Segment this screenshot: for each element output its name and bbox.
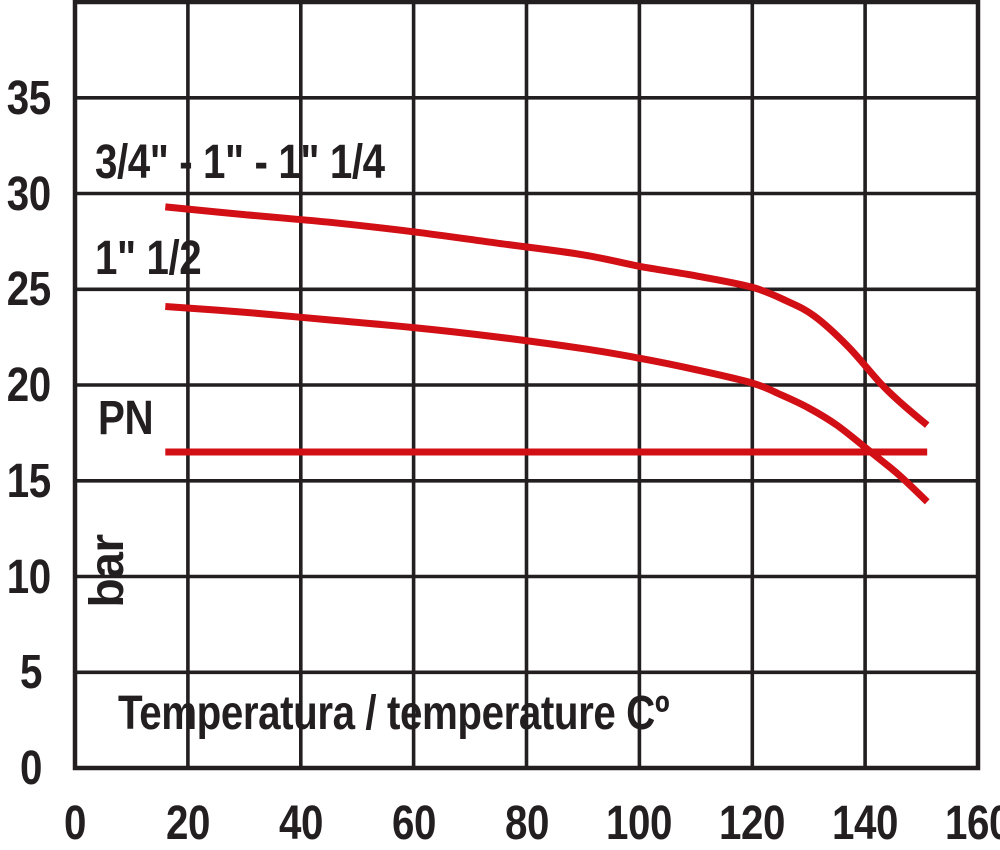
y-tick-label-15: 15 <box>6 455 51 508</box>
x-tick-label-120: 120 <box>718 797 786 850</box>
series-line-size-1-1-2 <box>165 302 930 505</box>
y-tick-label-0: 0 <box>19 742 42 795</box>
x-tick-label-40: 40 <box>278 797 323 850</box>
y-tick-label-25: 25 <box>6 263 51 316</box>
y-tick-label-20: 20 <box>6 359 51 412</box>
x-tick-label-160: 160 <box>944 797 1000 850</box>
y-tick-label-5: 5 <box>19 646 42 699</box>
x-tick-label-0: 0 <box>63 797 86 850</box>
y-tick-label-10: 10 <box>6 551 51 604</box>
plot-border <box>72 0 981 771</box>
x-axis-label: Temperatura / temperature Cº <box>118 687 670 740</box>
y-axis-label: bar <box>81 534 134 608</box>
pn-label: PN <box>98 392 154 445</box>
x-tick-label-100: 100 <box>605 797 673 850</box>
y-tick-label-35: 35 <box>6 72 51 125</box>
x-tick-label-20: 20 <box>165 797 210 850</box>
series-label-1-1-2: 1" 1/2 <box>95 232 202 285</box>
series-label-3-4-1-1-1-4: 3/4" - 1" - 1" 1/4 <box>95 136 385 189</box>
x-tick-label-80: 80 <box>504 797 549 850</box>
y-tick-label-30: 30 <box>6 168 51 221</box>
x-tick-label-140: 140 <box>831 797 899 850</box>
x-tick-label-60: 60 <box>391 797 436 850</box>
series-line-size-3-4-to-1-1-4 <box>164 203 930 428</box>
